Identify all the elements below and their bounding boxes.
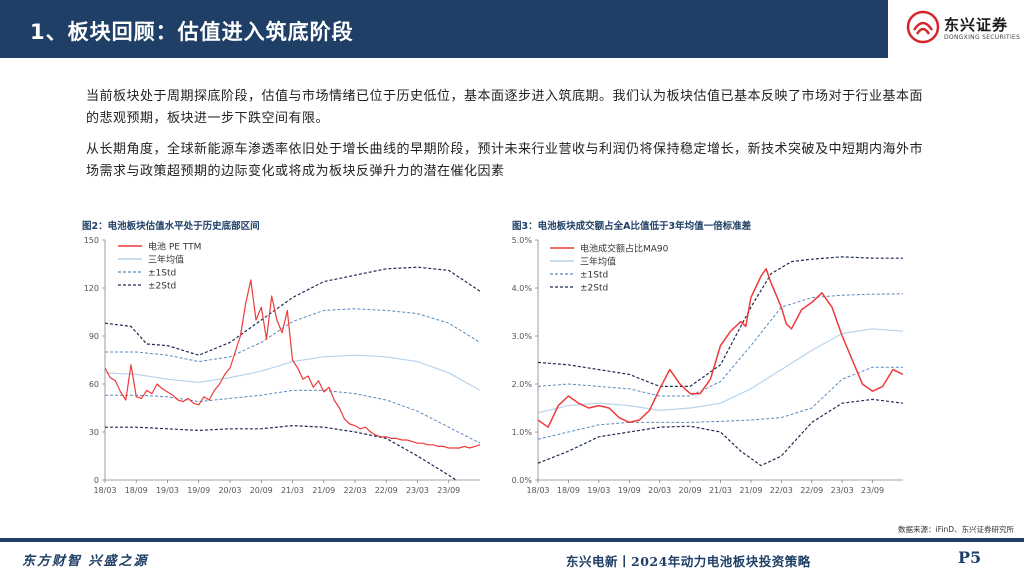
pe-valuation-chart: 0 30 60 90 120 150 18/03 18/09 19/03 19/09 20/03 20… [84,236,480,495]
x-tick-label: 22/09 [375,486,398,495]
y-tick-label: 5.0% [512,236,533,245]
footer-slogan: 东方财智 兴盛之源 [22,554,149,569]
x-tick-label: 21/03 [281,486,304,495]
page-number: P5 [958,548,982,567]
x-tick-label: 23/09 [437,486,460,495]
x-tick-label: 22/03 [770,486,793,495]
footer-report-title: 东兴电新丨2024年动力电池板块投资策略 [566,554,811,569]
series-turnover-ratio [538,268,903,428]
x-tick-label: 23/03 [406,486,429,495]
logo-icon [906,10,940,44]
figure-3-title: 图3：电池板块成交额占全A比值低于3年均值一倍标准差 [512,221,752,232]
x-tick-label: 21/09 [739,486,762,495]
logo-subtext: DONGXING SECURITIES [944,34,1021,41]
x-tick-label: 18/09 [557,486,580,495]
x-tick-label: 18/09 [125,486,148,495]
x-tick-label: 18/03 [93,486,116,495]
legend-label: ±1Std [580,271,608,281]
data-source: 数据来源：iFinD、东兴证券研究所 [898,525,1014,534]
x-tick-label: 19/09 [618,486,641,495]
x-tick-label: 18/03 [526,486,549,495]
x-tick-label: 19/03 [156,486,179,495]
x-tick-label: 21/09 [312,486,335,495]
x-tick-label: 20/03 [218,486,241,495]
page-title: 1、板块回顾：估值进入筑底阶段 [30,20,354,44]
x-tick-label: 20/03 [648,486,671,495]
legend-label: ±2Std [580,284,608,294]
turnover-ratio-chart: 0.0% 1.0% 2.0% 3.0% 4.0% 5.0% 18/03 18/09 19/03 1… [512,236,903,495]
series-three-year-mean [105,354,480,391]
series-plus-1std [105,308,480,363]
footer-divider [0,538,1024,542]
legend-label: ±2Std [148,282,176,292]
paragraph-2: 从长期角度，全球新能源车渗透率依旧处于增长曲线的早期阶段，预计未来行业营收与利润… [86,142,924,179]
y-tick-label: 120 [84,284,99,293]
series-plus-1std [538,293,903,397]
x-tick-label: 19/09 [187,486,210,495]
x-tick-label: 22/09 [800,486,823,495]
x-tick-label: 23/09 [861,486,884,495]
x-tick-label: 23/03 [831,486,854,495]
y-tick-label: 1.0% [512,428,533,437]
y-tick-label: 2.0% [512,380,533,389]
series-minus-1std [538,366,903,440]
header-bar: 1、板块回顾：估值进入筑底阶段 [0,0,888,58]
legend-label: ±1Std [148,269,176,279]
paragraph-1: 当前板块处于周期探底阶段，估值与市场情绪已位于历史低位，基本面逐步进入筑底期。我… [86,89,924,126]
series-plus-2std [105,266,480,356]
legend-label: 电池成交额占比MA90 [580,243,669,255]
series-minus-2std [538,398,903,467]
y-tick-label: 60 [89,380,99,389]
logo-area [888,0,1024,58]
y-tick-label: 0 [94,476,99,485]
x-tick-label: 19/03 [587,486,610,495]
figure-2-title: 图2：电池板块估值水平处于历史底部区间 [82,221,260,232]
series-three-year-mean [538,328,903,414]
x-tick-label: 20/09 [679,486,702,495]
logo-text: 东兴证券 [944,16,1009,34]
y-tick-label: 90 [89,332,99,341]
x-tick-label: 22/03 [343,486,366,495]
legend-label: 电池 PE TTM [148,241,201,253]
series-plus-2std [538,256,903,387]
series-minus-2std [105,425,458,480]
y-tick-label: 30 [89,428,99,437]
y-tick-label: 0.0% [512,476,533,485]
y-tick-label: 3.0% [512,332,533,341]
legend-label: 三年均值 [580,256,616,268]
x-tick-label: 21/03 [709,486,732,495]
legend-label: 三年均值 [148,254,184,266]
series-pe-ttm [105,279,480,449]
series-minus-1std [105,389,480,444]
y-tick-label: 4.0% [512,284,533,293]
y-tick-label: 150 [84,236,99,245]
x-tick-label: 20/09 [250,486,273,495]
